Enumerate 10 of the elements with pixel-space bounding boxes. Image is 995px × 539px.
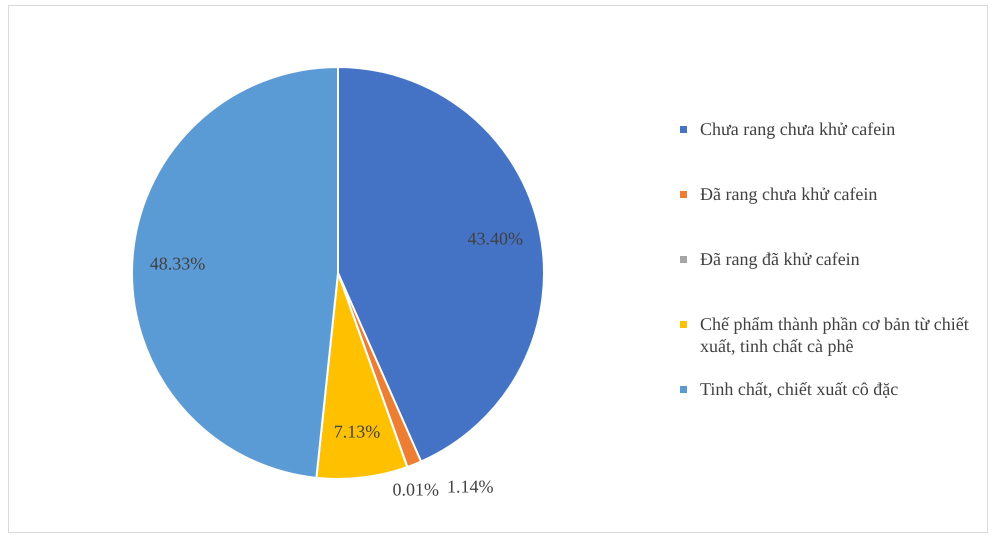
data-label: 7.13%	[334, 421, 380, 442]
data-label: 1.14%	[446, 476, 494, 496]
data-label: 48.33%	[150, 253, 206, 274]
data-label: 0.01%	[392, 479, 439, 500]
data-label: 43.40%	[467, 228, 523, 249]
legend-label: Chế phẩm thành phần cơ bản từ chiết xuất, tinh chất cà phê	[700, 314, 969, 356]
legend-label: Đã rang chưa khử cafein	[700, 184, 878, 204]
legend-label: Đã rang đã khử cafein	[700, 249, 860, 269]
legend-label: Chưa rang chưa khử cafein	[700, 119, 896, 139]
legend-label: Tinh chất, chiết xuất cô đặc	[700, 379, 898, 399]
